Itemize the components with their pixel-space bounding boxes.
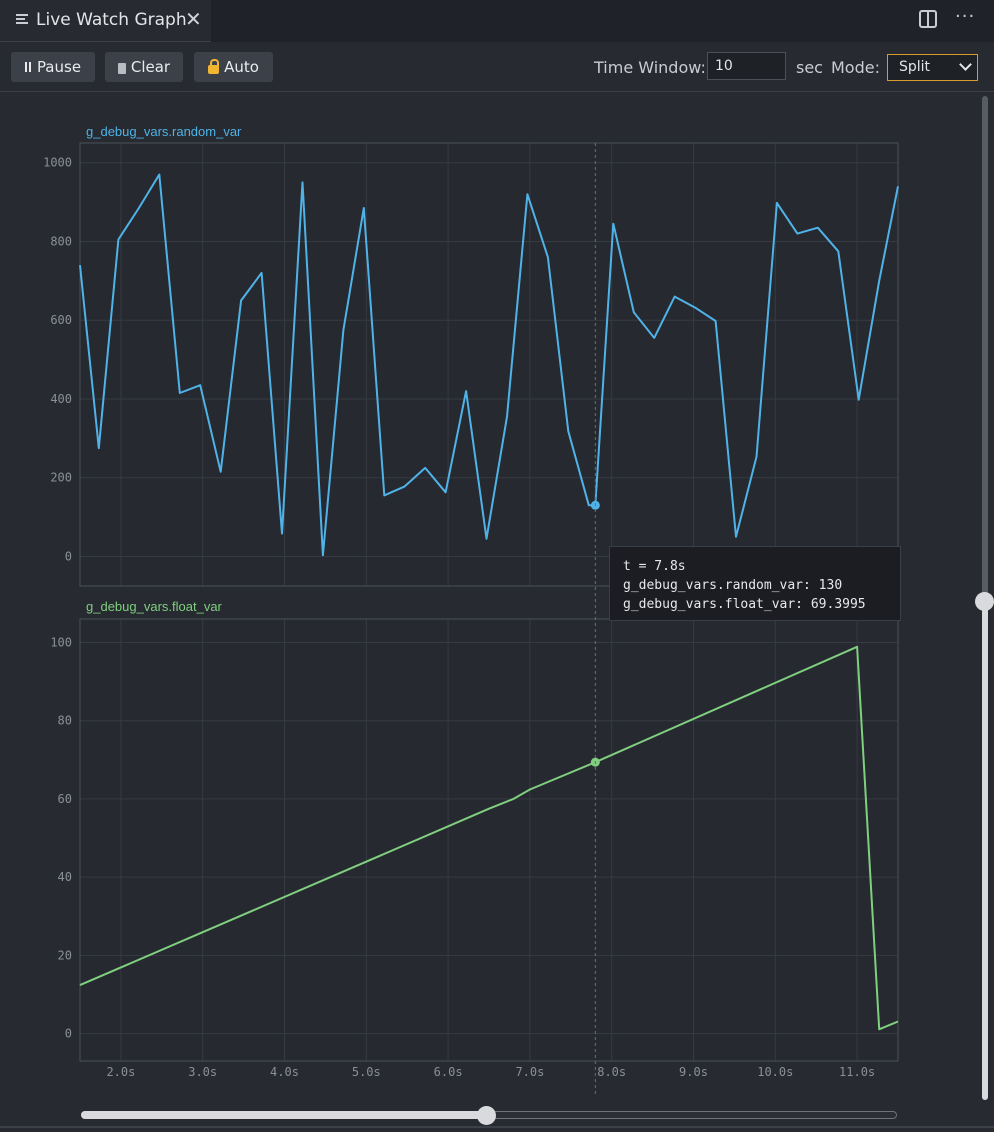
x-tick-label: 2.0s bbox=[106, 1065, 135, 1079]
chevron-down-icon bbox=[959, 58, 972, 71]
x-tick-label: 9.0s bbox=[679, 1065, 708, 1079]
y-tick-label: 800 bbox=[50, 234, 72, 248]
pause-icon bbox=[24, 62, 32, 72]
auto-button[interactable]: Auto bbox=[194, 52, 273, 82]
x-tick-label: 10.0s bbox=[757, 1065, 793, 1079]
sec-label: sec bbox=[796, 58, 823, 77]
y-tick-label: 1000 bbox=[43, 156, 72, 170]
close-icon[interactable]: ✕ bbox=[185, 7, 202, 31]
tooltip-time: t = 7.8s bbox=[623, 559, 686, 574]
trash-icon bbox=[117, 62, 126, 74]
hover-tooltip: t = 7.8s g_debug_vars.random_var: 130 g_… bbox=[609, 546, 901, 621]
pause-button[interactable]: Pause bbox=[11, 52, 95, 82]
x-tick-label: 6.0s bbox=[434, 1065, 463, 1079]
y-tick-label: 80 bbox=[58, 714, 72, 728]
y-tick-label: 600 bbox=[50, 313, 72, 327]
tab-live-watch-graph[interactable]: Live Watch Graph ✕ bbox=[0, 0, 211, 42]
chart-title: g_debug_vars.float_var bbox=[86, 599, 223, 614]
charts-area[interactable]: 02004006008001000g_debug_vars.random_var… bbox=[0, 92, 970, 1102]
y-tick-label: 60 bbox=[58, 792, 72, 806]
vertical-scrollbar-fill bbox=[982, 601, 988, 1100]
series-line bbox=[79, 645, 899, 1031]
plot-area bbox=[80, 619, 898, 1061]
x-tick-label: 7.0s bbox=[515, 1065, 544, 1079]
x-tick-label: 11.0s bbox=[839, 1065, 875, 1079]
bottom-divider bbox=[0, 1126, 994, 1128]
y-tick-label: 200 bbox=[50, 471, 72, 485]
tab-title: Live Watch Graph bbox=[36, 10, 187, 30]
x-tick-label: 8.0s bbox=[597, 1065, 626, 1079]
x-tick-label: 3.0s bbox=[188, 1065, 217, 1079]
split-editor-icon[interactable] bbox=[919, 10, 937, 28]
more-actions-icon[interactable]: ··· bbox=[955, 6, 976, 27]
time-range-slider-thumb[interactable] bbox=[477, 1106, 496, 1125]
plot-border bbox=[79, 618, 899, 1062]
pause-button-label: Pause bbox=[36, 58, 82, 76]
x-tick-label: 4.0s bbox=[270, 1065, 299, 1079]
mode-select[interactable]: Split bbox=[887, 54, 978, 81]
y-tick-label: 0 bbox=[65, 549, 72, 563]
clear-button[interactable]: Clear bbox=[105, 52, 183, 82]
tooltip-float-var: g_debug_vars.float_var: 69.3995 bbox=[623, 597, 866, 612]
x-tick-label: 5.0s bbox=[352, 1065, 381, 1079]
y-tick-label: 0 bbox=[65, 1027, 72, 1041]
plot-border bbox=[79, 142, 899, 587]
mode-label: Mode: bbox=[831, 58, 880, 77]
time-window-input[interactable] bbox=[707, 52, 786, 80]
chart-title: g_debug_vars.random_var bbox=[86, 124, 242, 139]
plot-area bbox=[80, 143, 898, 586]
time-range-slider-fill bbox=[81, 1111, 487, 1119]
lock-icon bbox=[208, 59, 220, 74]
auto-button-label: Auto bbox=[224, 58, 259, 76]
toolbar: Pause Clear Auto Time Window: sec Mode: … bbox=[0, 42, 994, 92]
series-line bbox=[79, 173, 899, 557]
tooltip-random-var: g_debug_vars.random_var: 130 bbox=[623, 578, 843, 593]
y-tick-label: 20 bbox=[58, 948, 72, 962]
clear-button-label: Clear bbox=[130, 58, 171, 76]
y-tick-label: 40 bbox=[58, 870, 72, 884]
tab-bar: Live Watch Graph ✕ ··· bbox=[0, 0, 994, 42]
y-tick-label: 100 bbox=[50, 635, 72, 649]
y-tick-label: 400 bbox=[50, 392, 72, 406]
vertical-scrollbar-thumb[interactable] bbox=[975, 592, 994, 611]
list-icon bbox=[16, 14, 28, 27]
mode-select-value: Split bbox=[899, 59, 931, 75]
time-window-label: Time Window: bbox=[594, 58, 706, 77]
